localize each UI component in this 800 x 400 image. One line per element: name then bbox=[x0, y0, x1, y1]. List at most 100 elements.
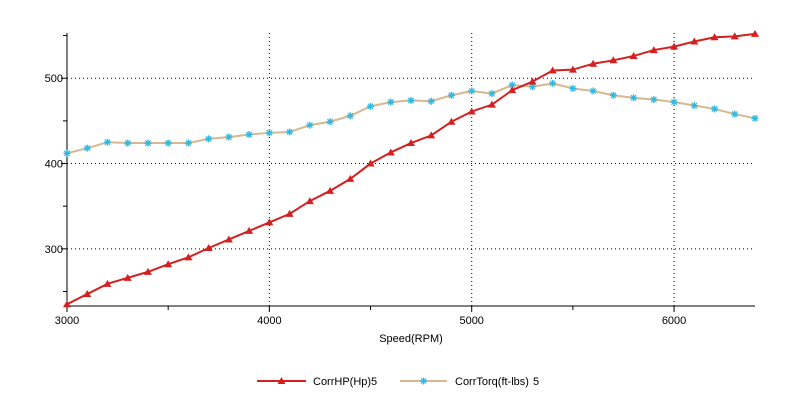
corr-hp-point bbox=[710, 33, 719, 41]
corr-hp-point bbox=[467, 107, 476, 115]
corr-hp-point bbox=[326, 186, 335, 194]
x-tick-label: 6000 bbox=[662, 315, 686, 327]
corr-hp-point bbox=[447, 117, 456, 125]
star-stroke bbox=[407, 97, 415, 104]
corr-torq-point bbox=[650, 96, 658, 104]
star-stroke bbox=[590, 87, 597, 95]
corr-torq-point bbox=[205, 135, 213, 143]
legend-corr-hp-suffix: 5 bbox=[371, 376, 377, 388]
corr-hp-point bbox=[63, 300, 71, 308]
legend-corr-hp-label: CorrHP(Hp) bbox=[313, 376, 371, 388]
corr-hp-point bbox=[143, 267, 152, 275]
legend-corr-hp-marker bbox=[277, 377, 286, 384]
corr-torq-point bbox=[427, 97, 435, 105]
star-stroke bbox=[420, 377, 427, 385]
star-stroke bbox=[610, 92, 617, 99]
corr-torq-point bbox=[387, 98, 395, 106]
star-stroke bbox=[509, 81, 516, 89]
corr-hp-point bbox=[103, 279, 112, 287]
corr-hp-point bbox=[366, 159, 375, 167]
corr-hp-point bbox=[589, 59, 598, 67]
corr-torq-point bbox=[468, 87, 476, 95]
star-stroke bbox=[691, 102, 698, 109]
corr-hp-point bbox=[670, 42, 679, 50]
star-stroke bbox=[549, 80, 556, 87]
corr-torq-point bbox=[447, 91, 455, 99]
star-stroke bbox=[306, 122, 313, 129]
star-stroke bbox=[468, 87, 475, 95]
star-stroke bbox=[428, 98, 435, 105]
star-stroke bbox=[711, 105, 718, 112]
star-stroke bbox=[286, 128, 293, 136]
corr-torq-point bbox=[407, 96, 415, 104]
corr-torq-point bbox=[569, 84, 577, 92]
corr-torq-point bbox=[144, 139, 152, 147]
star-stroke bbox=[751, 115, 759, 122]
corr-hp-point bbox=[548, 66, 557, 74]
grid-lines bbox=[67, 33, 755, 306]
corr-hp-point bbox=[427, 131, 436, 139]
corr-hp-point bbox=[487, 100, 496, 108]
corr-hp-point bbox=[751, 29, 759, 37]
corr-torq-point bbox=[124, 139, 132, 147]
star-stroke bbox=[448, 92, 455, 99]
corr-torq-point bbox=[245, 131, 253, 139]
star-stroke bbox=[630, 94, 637, 101]
x-tick-label: 5000 bbox=[459, 315, 483, 327]
star-stroke bbox=[529, 83, 536, 90]
corr-torq-point bbox=[751, 114, 759, 122]
corr-hp-point bbox=[83, 290, 92, 298]
corr-torq-point bbox=[711, 105, 719, 113]
corr-torq-point bbox=[609, 91, 617, 99]
corr-torq-point bbox=[103, 138, 111, 146]
corr-hp-point bbox=[164, 260, 173, 268]
corr-hp-point bbox=[407, 139, 415, 147]
corr-torq-point bbox=[306, 121, 314, 129]
y-tick-label: 400 bbox=[45, 159, 63, 171]
corr-torq-point bbox=[589, 87, 597, 95]
corr-hp-point bbox=[690, 37, 699, 45]
corr-hp-point bbox=[730, 32, 739, 40]
corr-torq-point bbox=[670, 98, 678, 106]
corr-hp-point bbox=[245, 226, 254, 234]
star-stroke bbox=[387, 99, 394, 106]
corr-torq-point bbox=[63, 149, 71, 157]
corr-torq-point bbox=[488, 90, 496, 98]
corr-torq-point bbox=[286, 128, 294, 136]
y-axis-ticks: 300 400 500 bbox=[45, 35, 67, 292]
star-stroke bbox=[144, 140, 151, 147]
star-stroke bbox=[367, 103, 374, 110]
star-stroke bbox=[671, 99, 678, 106]
star-stroke bbox=[205, 135, 212, 142]
corr-torq-point bbox=[184, 139, 192, 147]
corr-hp-point bbox=[204, 243, 213, 251]
corr-hp-point bbox=[265, 218, 274, 226]
corr-torq-point bbox=[630, 94, 638, 102]
corr-torq-point bbox=[164, 139, 172, 147]
corr-hp-point bbox=[386, 148, 395, 156]
series-layer bbox=[63, 29, 759, 308]
star-stroke bbox=[165, 140, 172, 147]
legend: CorrHP(Hp) 5 CorrTorq(ft-lbs) 5 bbox=[257, 376, 539, 388]
x-axis-ticks: 3000 4000 5000 6000 bbox=[55, 306, 686, 327]
legend-corr-torq-marker bbox=[420, 377, 427, 385]
y-tick-label: 300 bbox=[45, 244, 63, 256]
star-stroke bbox=[84, 145, 91, 152]
star-stroke bbox=[266, 129, 273, 136]
corr-hp-point bbox=[629, 52, 638, 60]
corr-hp-point bbox=[508, 86, 517, 94]
corr-torq-point bbox=[731, 110, 739, 118]
corr-torq-point bbox=[549, 79, 557, 87]
star-stroke bbox=[246, 131, 253, 138]
x-tick-label: 4000 bbox=[257, 315, 281, 327]
corr-torq-point bbox=[367, 102, 375, 110]
corr-hp-point bbox=[528, 77, 537, 85]
corr-hp-point bbox=[568, 65, 577, 73]
x-axis-label: Speed(RPM) bbox=[379, 333, 443, 345]
corr-hp-point bbox=[346, 174, 355, 182]
star-stroke bbox=[488, 90, 495, 97]
legend-corr-torq-suffix: 5 bbox=[533, 376, 539, 388]
corr-torq-point bbox=[326, 118, 334, 126]
x-tick-label: 3000 bbox=[55, 315, 79, 327]
